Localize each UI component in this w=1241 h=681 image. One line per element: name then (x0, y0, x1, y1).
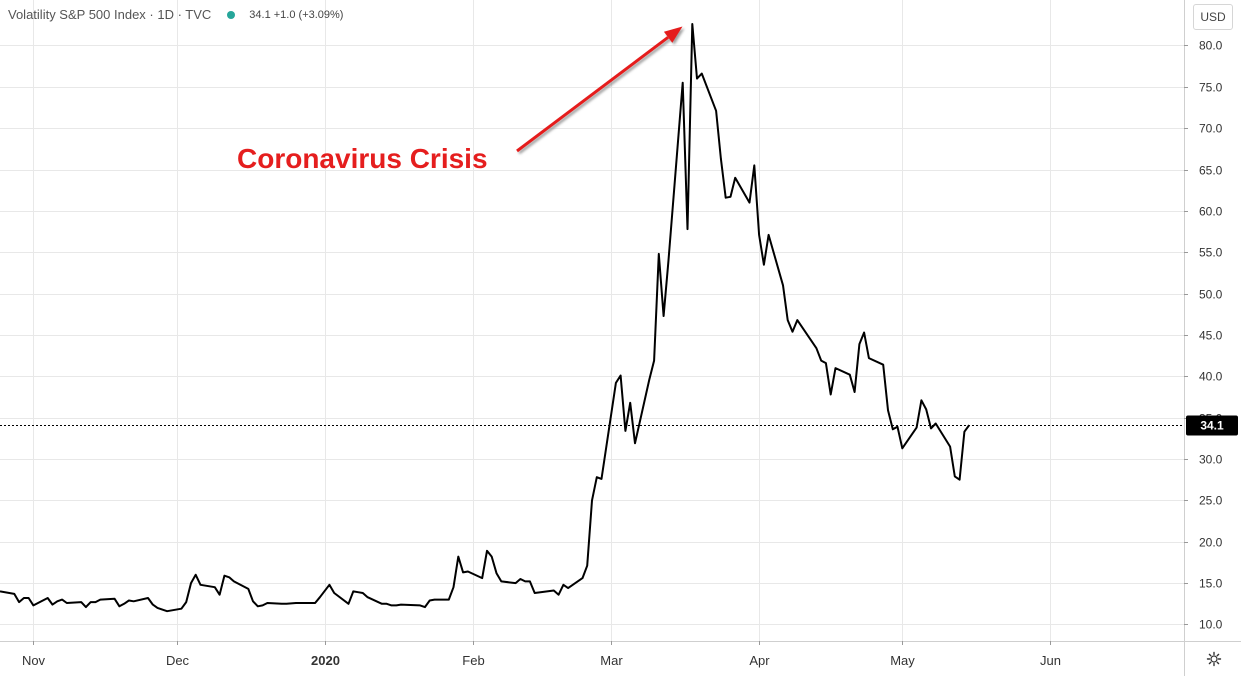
y-tick-label: 15.0 (1199, 577, 1223, 591)
y-tick-label: 45.0 (1199, 329, 1223, 343)
x-tick-label: Feb (462, 653, 484, 668)
y-tick-label: 50.0 (1199, 288, 1223, 302)
x-tick-label: May (890, 653, 915, 668)
last-price-label: 34.1 (1200, 419, 1224, 433)
arrow-head (663, 26, 683, 43)
y-tick-label: 10.0 (1199, 618, 1223, 632)
x-tick-label: Dec (166, 653, 190, 668)
x-tick-label: Jun (1040, 653, 1061, 668)
annotation-label: Coronavirus Crisis (237, 143, 488, 174)
y-tick-label: 20.0 (1199, 536, 1223, 550)
vix-series-line (0, 23, 971, 613)
currency-button[interactable]: USD (1193, 4, 1233, 30)
x-tick-label: 2020 (311, 653, 340, 668)
gear-icon-glyph (1206, 651, 1222, 667)
y-tick-label: 55.0 (1199, 246, 1223, 260)
y-tick-label: 25.0 (1199, 494, 1223, 508)
gridlines (0, 0, 1184, 641)
y-tick-label: 65.0 (1199, 164, 1223, 178)
market-status-dot-icon (227, 10, 236, 19)
last-price-tag: 34.1 (1186, 415, 1238, 436)
y-tick-label: 75.0 (1199, 81, 1223, 95)
time-axis[interactable]: Nov Dec 2020 Feb Mar Apr May Jun (22, 641, 1061, 668)
price-change-readout: 34.1 +1.0 (+3.09%) (249, 8, 344, 21)
x-tick-label: Nov (22, 653, 46, 668)
y-tick-label: 40.0 (1199, 370, 1223, 384)
chart-legend: Volatility S&P 500 Index · 1D · TVC 34.1… (8, 7, 343, 22)
annotation-arrow (516, 26, 683, 153)
arrow-shaft (516, 36, 670, 153)
gear-icon[interactable] (1203, 648, 1225, 670)
symbol-title[interactable]: Volatility S&P 500 Index · 1D · TVC (8, 7, 212, 22)
x-tick-label: Mar (600, 653, 623, 668)
y-tick-label: 30.0 (1199, 453, 1223, 467)
y-tick-label: 70.0 (1199, 122, 1223, 136)
y-tick-label: 60.0 (1199, 205, 1223, 219)
y-tick-label: 80.0 (1199, 39, 1223, 53)
annotation: Coronavirus Crisis (237, 26, 683, 174)
x-tick-label: Apr (749, 653, 770, 668)
